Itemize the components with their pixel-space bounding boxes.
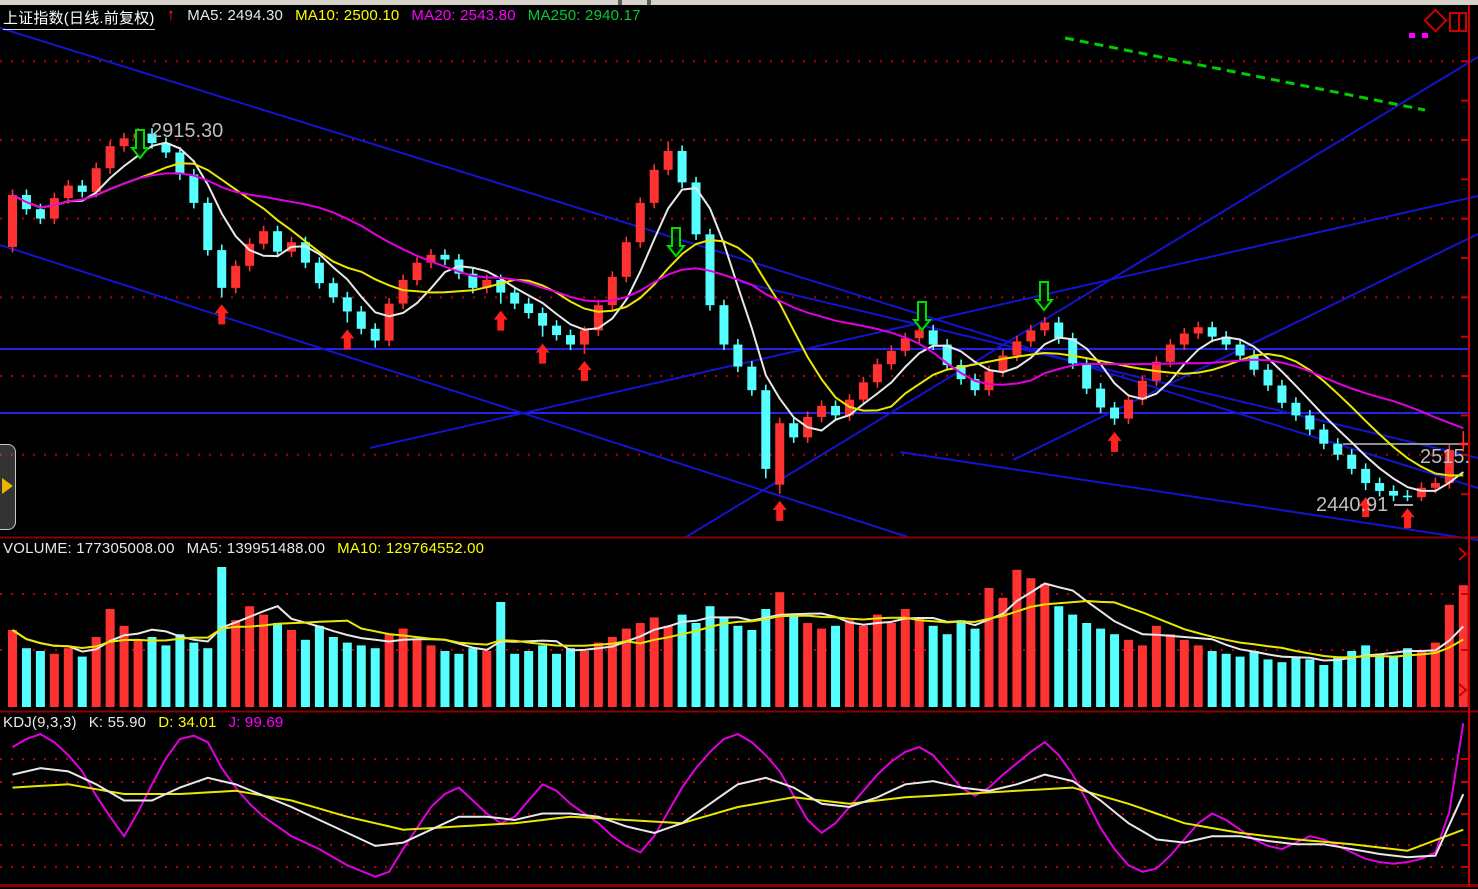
main-chart-header: 上证指数(日线.前复权) ↑ MA5: 2494.30 MA10: 2500.1… [3, 5, 641, 30]
marker-dot-icon [1409, 33, 1415, 38]
buy-signal-arrow-icon [577, 360, 592, 381]
buy-signal-arrow-icon [493, 310, 508, 331]
expand-arrow-icon [2, 478, 13, 494]
buy-signal-arrow-icon [214, 304, 229, 325]
pane-borders [0, 5, 1478, 887]
grid-lines [0, 60, 1468, 868]
ma250-line [1064, 36, 1426, 112]
sell-signal-arrow-icon [1033, 281, 1055, 312]
buy-signal-arrow-icon [1358, 497, 1373, 518]
buy-signal-arrow-icon [340, 329, 355, 350]
sell-signal-arrow-icon [129, 129, 151, 160]
ma5-value: MA5: 2494.30 [187, 7, 284, 24]
ma10-value: MA10: 2500.10 [295, 7, 400, 24]
signal-arrows [129, 129, 1415, 529]
pane-scroll-arrows[interactable] [1458, 547, 1468, 697]
sidebar-expand-tab[interactable] [0, 444, 16, 530]
buy-signal-arrow-icon [1107, 431, 1122, 452]
kdj-j-value: J: 99.69 [228, 714, 284, 731]
instrument-title: 上证指数(日线.前复权) [3, 7, 155, 30]
buy-signal-arrow-icon [535, 343, 550, 364]
buy-signal-arrow-icon [1400, 508, 1415, 529]
volume-value: VOLUME: 177305008.00 [3, 540, 175, 557]
tab-divider [647, 0, 651, 5]
sell-signal-arrow-icon [911, 301, 933, 332]
trend-up-arrow-icon: ↑ [166, 5, 176, 24]
ma20-value: MA20: 2543.80 [411, 7, 516, 24]
kdj-lines [11, 723, 1465, 878]
price-ma-lines [12, 141, 1464, 492]
kdj-k-value: K: 55.90 [88, 714, 147, 731]
price-annotation-lines [1343, 443, 1468, 506]
marker-dot-icon [1422, 33, 1428, 38]
ma250-value: MA250: 2940.17 [527, 7, 641, 24]
right-axis-ticks [1461, 60, 1469, 868]
kdj-pane-header: KDJ(9,3,3) K: 55.90 D: 34.01 J: 99.69 [3, 714, 283, 731]
buy-signal-arrow-icon [772, 500, 787, 521]
volume-pane-header: VOLUME: 177305008.00 MA5: 139951488.00 M… [3, 540, 484, 557]
peak-price-label: 2915.30 [151, 120, 224, 142]
volume-ma5-value: MA5: 139951488.00 [186, 540, 326, 557]
volume-ma-lines [11, 582, 1465, 662]
current-price-label: 2515. [1420, 446, 1471, 468]
low-price-label: 2440.91 [1316, 494, 1389, 516]
tab-divider [618, 0, 622, 5]
ma250-line [1064, 36, 1426, 112]
layout-split-icon[interactable] [1449, 12, 1467, 32]
candlestick-series [8, 127, 1468, 502]
pane-arrow-icon [1458, 683, 1468, 697]
kdj-d-value: D: 34.01 [158, 714, 217, 731]
volume-ma10-value: MA10: 129764552.00 [337, 540, 485, 557]
pane-arrow-icon [1458, 547, 1468, 561]
sell-signal-arrow-icon [665, 227, 687, 258]
window-top-strip [0, 0, 1478, 5]
volume-bars [8, 567, 1468, 707]
kdj-indicator-label: KDJ(9,3,3) [3, 714, 77, 731]
